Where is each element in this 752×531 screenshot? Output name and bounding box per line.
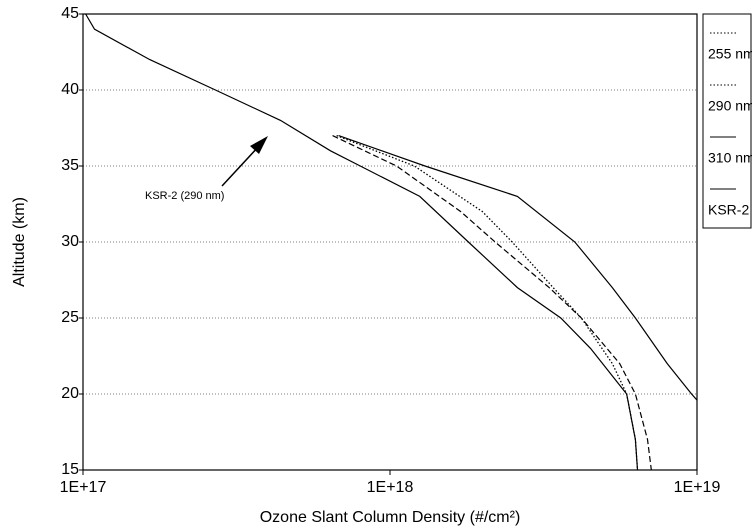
x-tick-label: 1E+18	[367, 479, 414, 496]
plot-frame	[82, 13, 698, 471]
legend-label: 290 nm	[708, 98, 752, 114]
series-line	[338, 135, 698, 401]
x-tick-label: 1E+17	[60, 479, 107, 496]
y-tick-label: 30	[61, 233, 79, 250]
x-axis-label: Ozone Slant Column Density (#/cm²)	[260, 509, 521, 526]
y-tick-label: 15	[61, 461, 79, 478]
y-tick-label: 45	[61, 5, 79, 22]
series-line	[336, 134, 639, 471]
y-tick-label: 20	[61, 385, 79, 402]
x-tick-label: 1E+19	[674, 479, 721, 496]
annotation-arrow	[221, 144, 261, 187]
series-line	[85, 13, 639, 471]
y-axis-label: Altitude (km)	[11, 197, 28, 287]
arrow-head	[250, 136, 268, 154]
series-line	[332, 135, 652, 471]
legend-box	[702, 13, 752, 229]
annotation: KSR-2 (290 nm)	[145, 190, 224, 202]
y-tick-label: 40	[61, 81, 79, 98]
y-tick-label: 35	[61, 157, 79, 174]
legend-label: KSR-2	[708, 202, 749, 218]
y-tick-label: 25	[61, 309, 79, 326]
legend-label: 310 nm	[708, 150, 752, 166]
legend-label: 255 nm	[708, 46, 752, 62]
